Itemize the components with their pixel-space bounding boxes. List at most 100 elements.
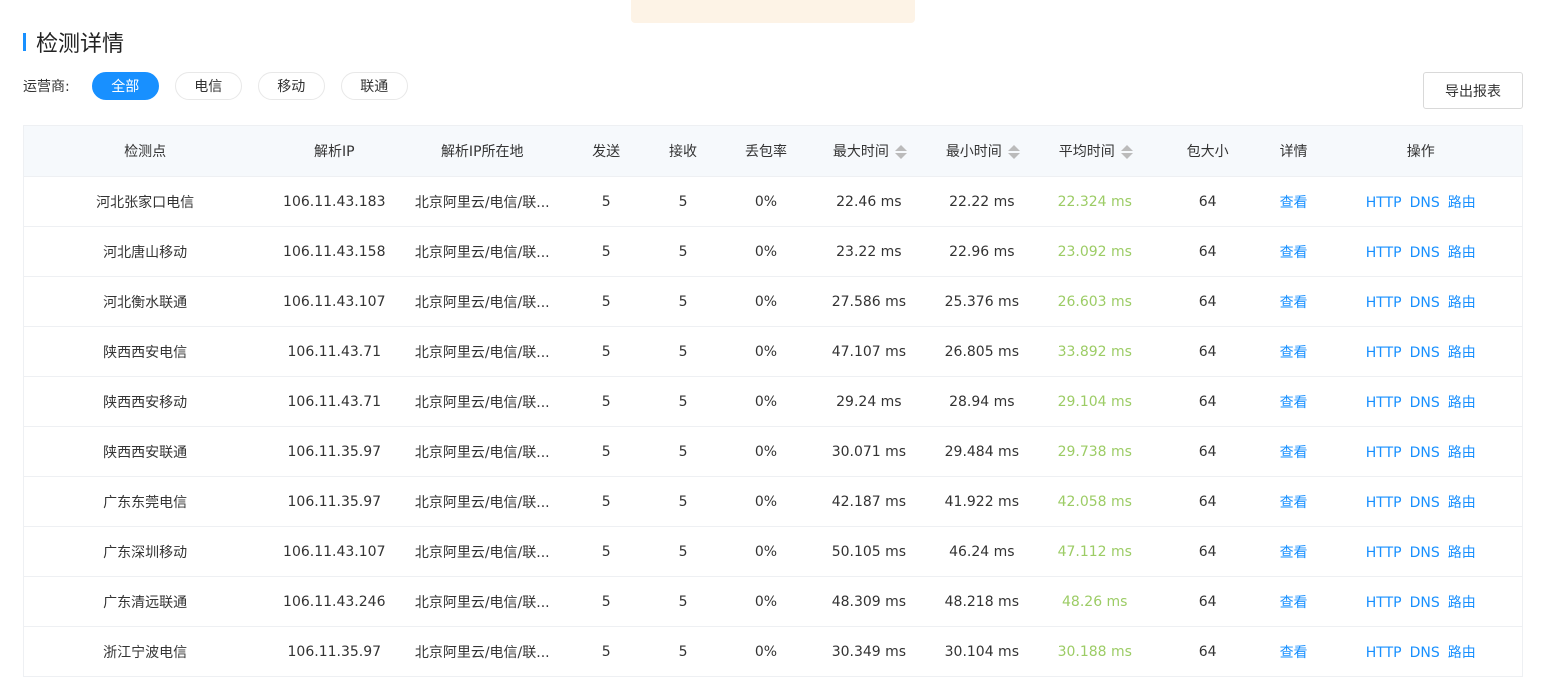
filter-unicom[interactable]: 联通 [340, 72, 408, 100]
route-link[interactable]: 路由 [1447, 244, 1476, 261]
http-link[interactable]: HTTP [1365, 294, 1402, 311]
detail-cell: 查看 [1267, 276, 1320, 327]
table-row: 浙江宁波电信 106.11.35.97 北京阿里云/电信/联... 5 5 0% 30.34… [23, 626, 1523, 677]
detail-cell: 查看 [1267, 476, 1320, 527]
dns-link[interactable]: DNS [1409, 494, 1440, 511]
dns-link[interactable]: DNS [1409, 344, 1440, 361]
http-link[interactable]: HTTP [1365, 444, 1402, 461]
packet-size-cell: 64 [1147, 626, 1268, 677]
received-cell: 5 [650, 476, 717, 527]
column-header-label: 平均时间 [1058, 144, 1115, 160]
actions-cell: HTTP DNS 路由 [1319, 226, 1523, 277]
received-cell: 5 [650, 626, 717, 677]
http-link[interactable]: HTTP [1365, 194, 1402, 211]
min-time-cell: 22.22 ms [921, 176, 1042, 227]
detail-cell: 查看 [1267, 626, 1320, 677]
table-row: 陕西西安电信 106.11.43.71 北京阿里云/电信/联... 5 5 0% 47.10… [23, 326, 1523, 377]
sent-cell: 5 [562, 326, 651, 377]
avg-time-cell: 47.112 ms [1041, 526, 1148, 577]
dns-link[interactable]: DNS [1409, 644, 1440, 661]
route-link[interactable]: 路由 [1447, 194, 1476, 211]
column-header-label: 发送 [592, 144, 621, 160]
view-detail-link[interactable]: 查看 [1279, 194, 1308, 211]
received-cell: 5 [650, 426, 717, 477]
ip-location-cell: 北京阿里云/电信/联... [402, 526, 563, 577]
http-link[interactable]: HTTP [1365, 644, 1402, 661]
packet-loss-cell: 0% [716, 526, 816, 577]
view-detail-link[interactable]: 查看 [1279, 294, 1308, 311]
column-header[interactable]: 最小时间 [921, 125, 1042, 177]
http-link[interactable]: HTTP [1365, 544, 1402, 561]
resolved-ip-cell: 106.11.43.183 [266, 176, 403, 227]
ip-location-cell: 北京阿里云/电信/联... [402, 626, 563, 677]
view-detail-link[interactable]: 查看 [1279, 594, 1308, 611]
dns-link[interactable]: DNS [1409, 194, 1440, 211]
view-detail-link[interactable]: 查看 [1279, 244, 1308, 261]
section-title-text: 检测详情 [36, 32, 125, 57]
route-link[interactable]: 路由 [1447, 544, 1476, 561]
received-cell: 5 [650, 326, 717, 377]
view-detail-link[interactable]: 查看 [1279, 444, 1308, 461]
view-detail-link[interactable]: 查看 [1279, 644, 1308, 661]
http-link[interactable]: HTTP [1365, 394, 1402, 411]
sort-icon[interactable] [894, 145, 907, 159]
actions-cell: HTTP DNS 路由 [1319, 176, 1523, 227]
route-link[interactable]: 路由 [1447, 294, 1476, 311]
column-header-label: 接收 [669, 144, 698, 160]
route-link[interactable]: 路由 [1447, 344, 1476, 361]
column-header-label: 最小时间 [945, 144, 1002, 160]
resolved-ip-cell: 106.11.43.246 [266, 576, 403, 627]
ip-location-cell: 北京阿里云/电信/联... [402, 376, 563, 427]
column-header: 解析IP所在地 [402, 125, 563, 177]
route-link[interactable]: 路由 [1447, 494, 1476, 511]
packet-loss-cell: 0% [716, 626, 816, 677]
view-detail-link[interactable]: 查看 [1279, 394, 1308, 411]
ip-location-cell: 北京阿里云/电信/联... [402, 326, 563, 377]
filter-telecom[interactable]: 电信 [174, 72, 242, 100]
dns-link[interactable]: DNS [1409, 444, 1440, 461]
route-link[interactable]: 路由 [1447, 444, 1476, 461]
packet-loss-cell: 0% [716, 276, 816, 327]
filter-mobile[interactable]: 移动 [257, 72, 325, 100]
column-header[interactable]: 平均时间 [1041, 125, 1148, 177]
ip-location-cell: 北京阿里云/电信/联... [402, 176, 563, 227]
resolved-ip-cell: 106.11.35.97 [266, 426, 403, 477]
received-cell: 5 [650, 526, 717, 577]
column-header-label: 解析IP [313, 144, 355, 160]
detail-cell: 查看 [1267, 426, 1320, 477]
packet-loss-cell: 0% [716, 176, 816, 227]
dns-link[interactable]: DNS [1409, 244, 1440, 261]
min-time-cell: 26.805 ms [921, 326, 1042, 377]
sort-icon[interactable] [1007, 145, 1020, 159]
max-time-cell: 23.22 ms [815, 226, 922, 277]
http-link[interactable]: HTTP [1365, 494, 1402, 511]
http-link[interactable]: HTTP [1365, 244, 1402, 261]
http-link[interactable]: HTTP [1365, 594, 1402, 611]
probe-location-cell: 广东深圳移动 [23, 526, 267, 577]
avg-time-cell: 26.603 ms [1041, 276, 1148, 327]
view-detail-link[interactable]: 查看 [1279, 344, 1308, 361]
column-header[interactable]: 最大时间 [815, 125, 922, 177]
route-link[interactable]: 路由 [1447, 594, 1476, 611]
packet-size-cell: 64 [1147, 376, 1268, 427]
sort-icon[interactable] [1120, 145, 1133, 159]
carrier-filter: 运营商: 全部 电信 移动 联通 [23, 72, 424, 100]
dns-link[interactable]: DNS [1409, 544, 1440, 561]
http-link[interactable]: HTTP [1365, 344, 1402, 361]
filter-all[interactable]: 全部 [91, 72, 159, 100]
packet-loss-cell: 0% [716, 576, 816, 627]
view-detail-link[interactable]: 查看 [1279, 544, 1308, 561]
ip-location-cell: 北京阿里云/电信/联... [402, 426, 563, 477]
avg-time-cell: 22.324 ms [1041, 176, 1148, 227]
dns-link[interactable]: DNS [1409, 394, 1440, 411]
view-detail-link[interactable]: 查看 [1279, 494, 1308, 511]
dns-link[interactable]: DNS [1409, 594, 1440, 611]
dns-link[interactable]: DNS [1409, 294, 1440, 311]
received-cell: 5 [650, 276, 717, 327]
route-link[interactable]: 路由 [1447, 394, 1476, 411]
export-report-button[interactable]: 导出报表 [1423, 72, 1523, 109]
max-time-cell: 30.071 ms [815, 426, 922, 477]
route-link[interactable]: 路由 [1447, 644, 1476, 661]
packet-loss-cell: 0% [716, 476, 816, 527]
packet-size-cell: 64 [1147, 576, 1268, 627]
